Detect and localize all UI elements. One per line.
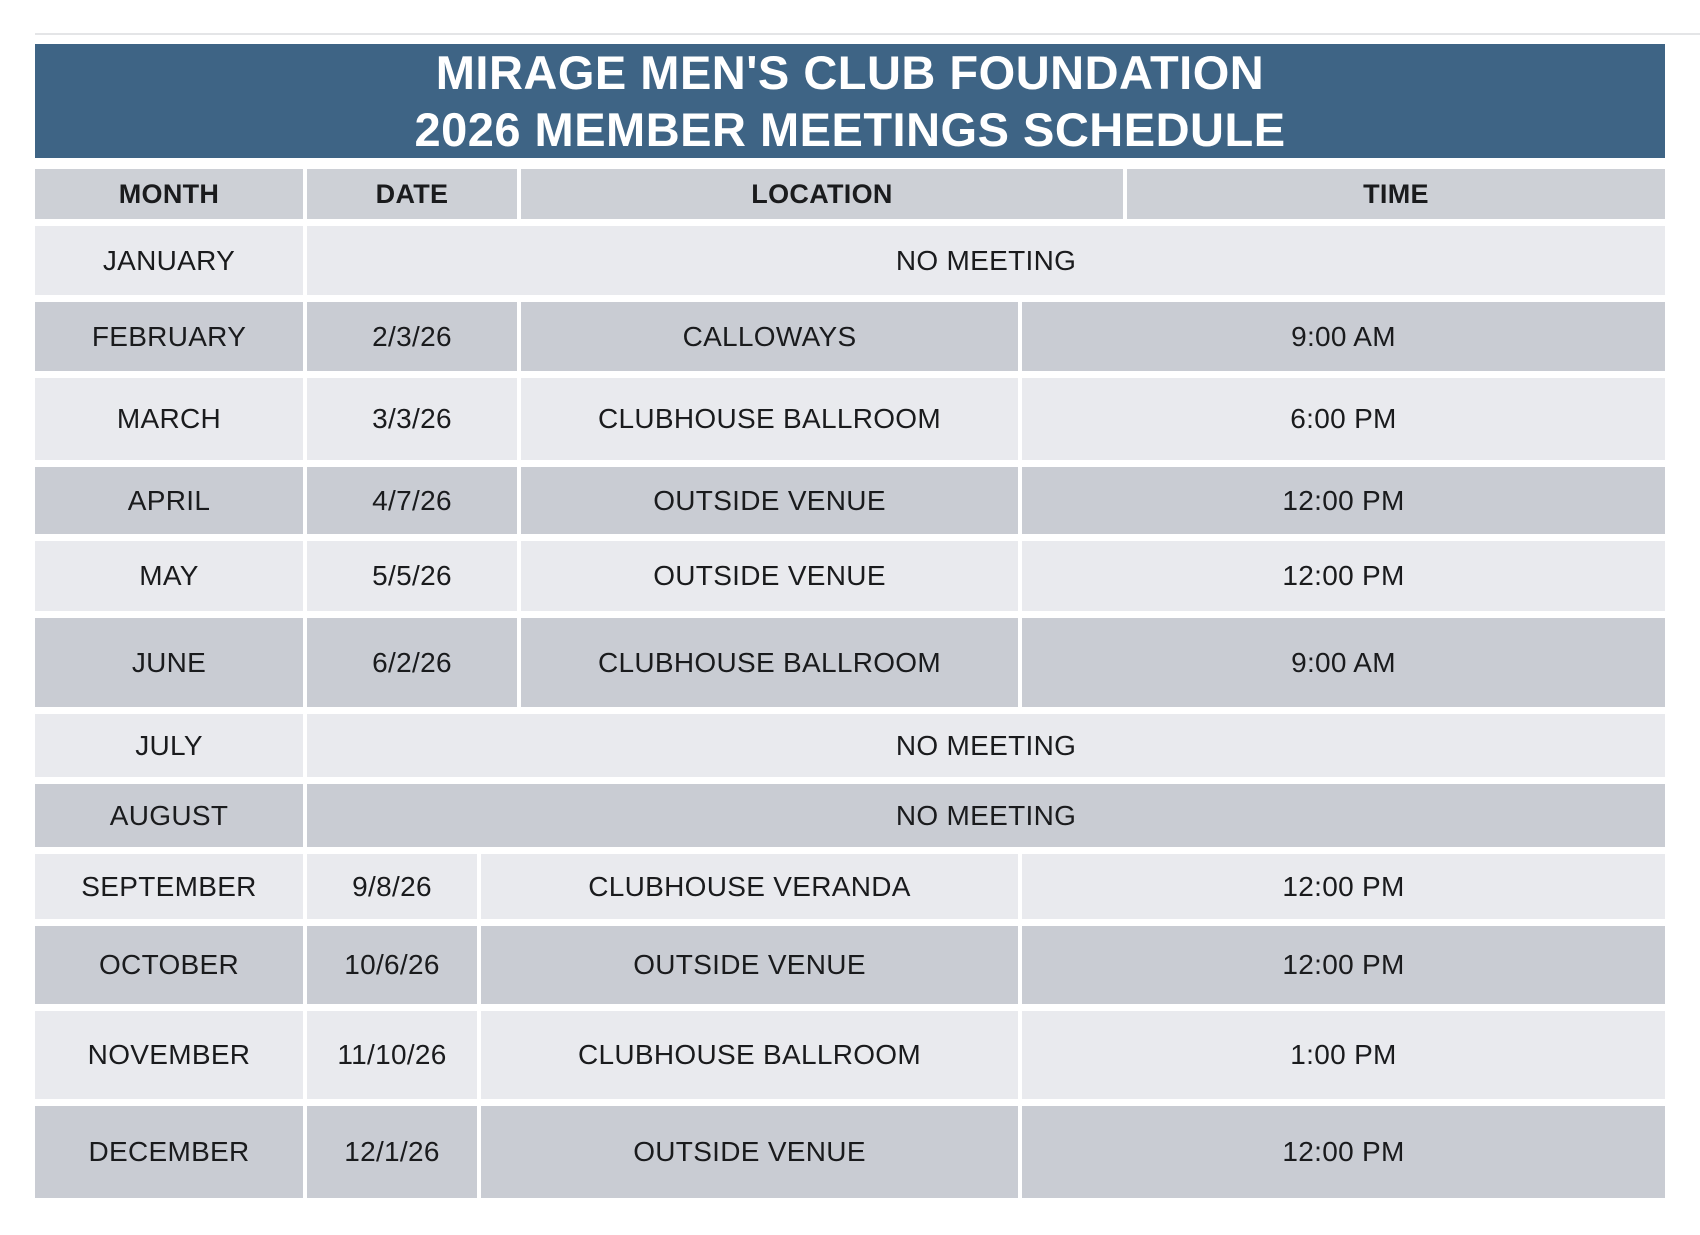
month-cell: DECEMBER [35, 1106, 303, 1198]
schedule-row-march: MARCH 3/3/26 CLUBHOUSE BALLROOM 6:00 PM [35, 378, 1665, 460]
location-cell: OUTSIDE VENUE [521, 467, 1018, 534]
location-cell: CALLOWAYS [521, 302, 1018, 371]
time-cell: 12:00 PM [1022, 541, 1665, 611]
time-cell: 12:00 PM [1022, 926, 1665, 1004]
location-cell: OUTSIDE VENUE [521, 541, 1018, 611]
time-cell: 12:00 PM [1022, 467, 1665, 534]
time-cell: 12:00 PM [1022, 1106, 1665, 1198]
date-cell: 2/3/26 [307, 302, 517, 371]
schedule-row-december: DECEMBER 12/1/26 OUTSIDE VENUE 12:00 PM [35, 1106, 1665, 1198]
title-line-1: MIRAGE MEN'S CLUB FOUNDATION [435, 46, 1265, 99]
month-cell: JUNE [35, 618, 303, 707]
title-banner: MIRAGE MEN'S CLUB FOUNDATION 2026 MEMBER… [35, 44, 1665, 158]
month-cell: MARCH [35, 378, 303, 460]
date-cell: 4/7/26 [307, 467, 517, 534]
month-cell: AUGUST [35, 784, 303, 847]
schedule-row-june: JUNE 6/2/26 CLUBHOUSE BALLROOM 9:00 AM [35, 618, 1665, 707]
location-cell: OUTSIDE VENUE [481, 1106, 1018, 1198]
schedule-row-september: SEPTEMBER 9/8/26 CLUBHOUSE VERANDA 12:00 PM [35, 854, 1665, 919]
date-cell: 6/2/26 [307, 618, 517, 707]
date-cell: 11/10/26 [307, 1011, 477, 1099]
time-cell: 12:00 PM [1022, 854, 1665, 919]
month-cell: OCTOBER [35, 926, 303, 1004]
schedule-row-april: APRIL 4/7/26 OUTSIDE VENUE 12:00 PM [35, 467, 1665, 534]
date-cell: 9/8/26 [307, 854, 477, 919]
schedule-row-february: FEBRUARY 2/3/26 CALLOWAYS 9:00 AM [35, 302, 1665, 371]
header-date: DATE [307, 169, 517, 219]
location-cell: CLUBHOUSE BALLROOM [481, 1011, 1018, 1099]
time-cell: 9:00 AM [1022, 302, 1665, 371]
header-time: TIME [1127, 169, 1665, 219]
month-cell: FEBRUARY [35, 302, 303, 371]
top-hairline [35, 33, 1700, 35]
schedule-row-january: JANUARY NO MEETING [35, 226, 1665, 295]
schedule-row-august: AUGUST NO MEETING [35, 784, 1665, 847]
month-cell: JULY [35, 714, 303, 777]
month-cell: MAY [35, 541, 303, 611]
time-cell: 1:00 PM [1022, 1011, 1665, 1099]
location-cell: OUTSIDE VENUE [481, 926, 1018, 1004]
date-cell: 10/6/26 [307, 926, 477, 1004]
schedule-row-november: NOVEMBER 11/10/26 CLUBHOUSE BALLROOM 1:00 P… [35, 1011, 1665, 1099]
schedule-row-october: OCTOBER 10/6/26 OUTSIDE VENUE 12:00 PM [35, 926, 1665, 1004]
no-meeting-cell: NO MEETING [307, 784, 1665, 847]
date-cell: 5/5/26 [307, 541, 517, 611]
date-cell: 12/1/26 [307, 1106, 477, 1198]
time-cell: 9:00 AM [1022, 618, 1665, 707]
header-month: MONTH [35, 169, 303, 219]
time-cell: 6:00 PM [1022, 378, 1665, 460]
no-meeting-cell: NO MEETING [307, 714, 1665, 777]
header-location: LOCATION [521, 169, 1123, 219]
month-cell: NOVEMBER [35, 1011, 303, 1099]
schedule-row-may: MAY 5/5/26 OUTSIDE VENUE 12:00 PM [35, 541, 1665, 611]
title-line-2: 2026 MEMBER MEETINGS SCHEDULE [414, 103, 1286, 156]
schedule-table: MONTH DATE LOCATION TIME JANUARY NO MEETI… [35, 169, 1665, 1198]
table-header-row: MONTH DATE LOCATION TIME [35, 169, 1665, 219]
schedule-row-july: JULY NO MEETING [35, 714, 1665, 777]
date-cell: 3/3/26 [307, 378, 517, 460]
month-cell: SEPTEMBER [35, 854, 303, 919]
month-cell: JANUARY [35, 226, 303, 295]
month-cell: APRIL [35, 467, 303, 534]
location-cell: CLUBHOUSE BALLROOM [521, 378, 1018, 460]
location-cell: CLUBHOUSE VERANDA [481, 854, 1018, 919]
no-meeting-cell: NO MEETING [307, 226, 1665, 295]
location-cell: CLUBHOUSE BALLROOM [521, 618, 1018, 707]
